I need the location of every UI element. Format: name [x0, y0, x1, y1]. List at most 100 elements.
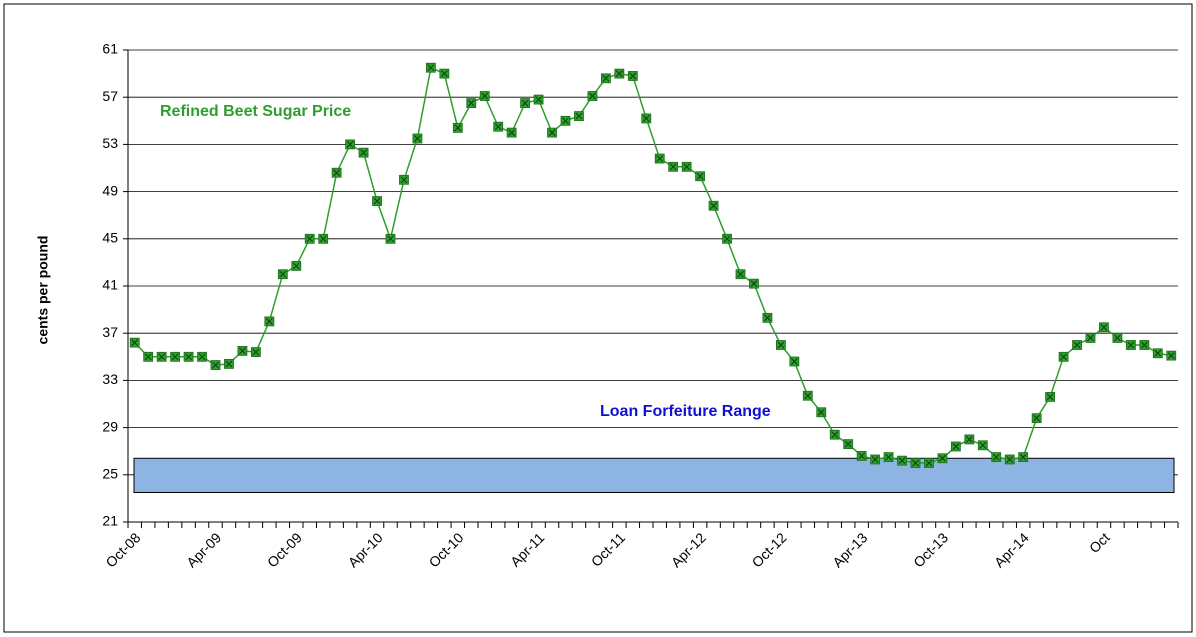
marker-x	[965, 436, 973, 443]
marker	[331, 167, 342, 178]
marker-x	[1073, 341, 1081, 349]
marker-x	[817, 408, 825, 416]
marker-x	[912, 459, 919, 467]
marker	[197, 351, 207, 362]
marker-x	[346, 141, 354, 148]
marker-x	[764, 314, 771, 322]
marker-x	[1114, 334, 1121, 342]
marker-x	[642, 115, 650, 122]
marker	[802, 390, 813, 401]
marker-x	[171, 353, 179, 361]
marker-x	[656, 155, 664, 162]
marker	[950, 441, 961, 452]
marker	[412, 133, 423, 144]
marker	[372, 196, 382, 206]
marker	[654, 153, 665, 164]
marker	[439, 68, 450, 79]
marker-x	[992, 453, 1000, 461]
marker-x	[185, 353, 192, 361]
marker-x	[225, 360, 233, 368]
marker	[1139, 340, 1150, 350]
marker-x	[1127, 341, 1135, 349]
marker	[749, 278, 759, 289]
marker-x	[144, 353, 152, 361]
y-tick-label: 49	[102, 182, 118, 198]
marker-x	[737, 270, 744, 278]
marker-x	[508, 129, 516, 136]
marker-x	[589, 92, 596, 100]
marker	[277, 269, 288, 280]
chart-border	[3, 3, 1193, 633]
marker-x	[454, 124, 462, 132]
marker	[399, 174, 409, 185]
marker	[250, 347, 261, 357]
marker-x	[333, 169, 341, 177]
marker	[924, 458, 934, 468]
marker	[1072, 340, 1082, 350]
marker	[547, 127, 557, 138]
marker-x	[265, 318, 273, 325]
marker	[520, 98, 531, 108]
y-tick-label: 57	[102, 88, 118, 104]
marker	[991, 452, 1002, 463]
marker	[291, 261, 302, 271]
marker	[843, 439, 854, 450]
series-annotation: Refined Beet Sugar Price	[160, 103, 351, 120]
y-tick-label: 21	[102, 513, 118, 529]
y-tick-label: 37	[102, 324, 118, 340]
marker	[587, 91, 598, 101]
marker-x	[575, 112, 583, 120]
marker	[856, 451, 867, 461]
marker	[210, 360, 221, 370]
marker	[183, 351, 194, 362]
marker-x	[414, 135, 421, 142]
marker	[1058, 351, 1069, 362]
marker-x	[777, 341, 785, 349]
marker-x	[494, 123, 502, 131]
marker	[775, 340, 786, 350]
y-axis-label: cents per pound	[35, 236, 51, 345]
marker	[385, 233, 396, 244]
marker-x	[562, 117, 569, 125]
y-tick-label: 29	[102, 418, 118, 434]
marker	[735, 269, 746, 280]
marker	[600, 73, 611, 84]
marker	[883, 452, 894, 463]
marker	[1085, 333, 1096, 343]
marker-x	[306, 235, 314, 243]
marker-x	[239, 347, 246, 355]
marker	[143, 351, 154, 362]
marker-x	[279, 270, 287, 278]
marker-x	[871, 456, 879, 463]
marker-x	[925, 459, 933, 467]
marker	[614, 68, 625, 79]
marker	[506, 127, 517, 138]
marker	[1152, 348, 1163, 359]
marker-x	[629, 72, 637, 80]
marker-x	[360, 149, 367, 157]
marker	[1112, 333, 1123, 343]
marker-x	[1006, 456, 1014, 463]
marker	[574, 111, 584, 121]
marker	[318, 233, 329, 244]
marker	[695, 171, 706, 182]
marker-x	[710, 202, 717, 210]
marker-x	[387, 235, 394, 243]
marker-x	[1167, 352, 1175, 359]
marker-x	[1087, 334, 1094, 342]
y-tick-label: 25	[102, 466, 118, 482]
marker-x	[979, 441, 987, 449]
marker-x	[723, 235, 731, 243]
marker-x	[467, 99, 475, 107]
marker	[425, 62, 436, 73]
marker-x	[602, 74, 610, 82]
marker-x	[885, 453, 892, 461]
marker	[681, 161, 692, 172]
marker-x	[615, 70, 623, 77]
marker-x	[198, 353, 206, 361]
marker	[345, 139, 356, 150]
marker	[627, 71, 638, 81]
marker-x	[750, 280, 758, 287]
marker	[1166, 350, 1177, 361]
y-tick-label: 33	[102, 371, 118, 387]
